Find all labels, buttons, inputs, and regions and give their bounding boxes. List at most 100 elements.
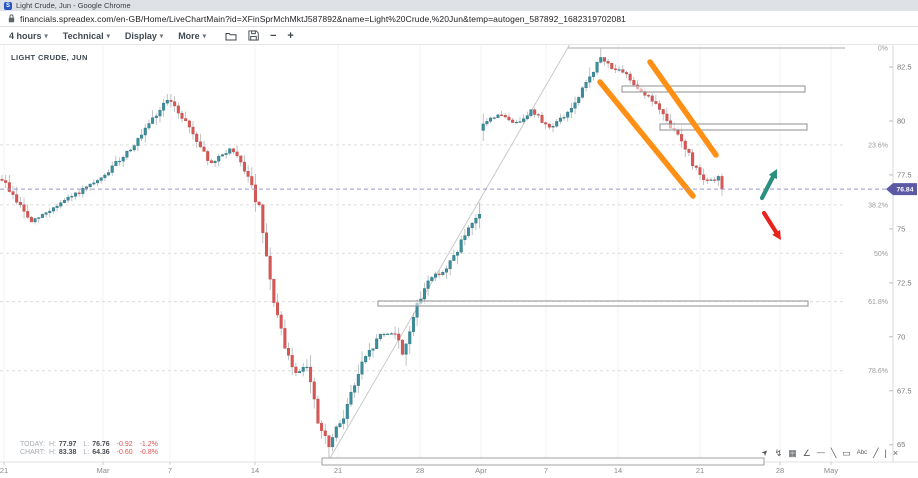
candle-body xyxy=(228,148,232,154)
candle-body xyxy=(665,113,669,121)
arrow-annotations[interactable] xyxy=(759,169,781,240)
candle-body xyxy=(430,277,434,282)
text-icon[interactable]: Abc xyxy=(856,449,868,456)
candle-body xyxy=(529,109,533,116)
candle-body xyxy=(239,155,243,163)
open-chart-icon[interactable] xyxy=(225,31,237,41)
candle-body xyxy=(184,118,188,122)
ray-icon[interactable]: ╱ xyxy=(873,447,879,458)
time-tick-label: 21 xyxy=(696,466,704,475)
candle-body xyxy=(467,227,471,236)
candle-body xyxy=(213,161,217,163)
channel-lines[interactable] xyxy=(597,59,719,199)
candle-body xyxy=(103,174,107,178)
candle-body xyxy=(584,81,588,88)
menu-technical[interactable]: Technical ▾ xyxy=(63,31,110,41)
candle-body xyxy=(492,117,496,119)
candle-body xyxy=(334,426,338,438)
candle-body xyxy=(558,117,562,122)
supply-zones[interactable] xyxy=(377,85,809,307)
candle-body xyxy=(217,155,221,162)
url-text: financials.spreadex.com/en-GB/Home/LiveC… xyxy=(20,13,626,24)
pointer-icon[interactable]: ➤ xyxy=(759,446,771,458)
candle-body xyxy=(496,114,500,118)
channel-line[interactable] xyxy=(647,59,719,158)
browser-url-bar[interactable]: financials.spreadex.com/en-GB/Home/LiveC… xyxy=(0,11,918,27)
candle-body xyxy=(345,404,349,419)
fib-label: 61.8% xyxy=(868,299,888,306)
candle-body xyxy=(610,63,614,70)
chart-area[interactable]: 0% 23.6% 38.2% 50% 61.8% 78.6% 21 Mar 7 14 21 28 Apr… xyxy=(0,45,918,478)
price-tick-label: 65 xyxy=(897,440,905,449)
candle-body xyxy=(198,141,202,148)
candle-body xyxy=(661,109,665,115)
chevron-down-icon: ▾ xyxy=(44,32,48,40)
chevron-down-icon: ▾ xyxy=(202,32,206,40)
candle-body xyxy=(312,381,316,400)
candle-body xyxy=(577,97,581,103)
candle-body xyxy=(408,331,412,345)
candle-body xyxy=(716,176,720,181)
horizontal-line-icon[interactable]: — xyxy=(816,447,825,457)
zoom-in-icon[interactable]: + xyxy=(287,29,294,42)
trendline-icon[interactable]: ╲ xyxy=(830,447,837,458)
candle-body xyxy=(691,152,695,167)
candle-body xyxy=(298,371,302,373)
save-chart-icon[interactable] xyxy=(248,30,259,41)
fibonacci-levels[interactable]: 0% 23.6% 38.2% 50% 61.8% 78.6% xyxy=(0,46,888,376)
candle-body xyxy=(220,154,224,157)
candle-body xyxy=(276,302,280,316)
candle-body xyxy=(158,110,162,117)
candle-body xyxy=(518,121,522,123)
zone-rectangle[interactable] xyxy=(621,85,806,93)
candle-body xyxy=(191,126,195,135)
candle-body xyxy=(18,202,22,205)
candle-body xyxy=(125,150,129,158)
candle-body xyxy=(209,160,213,163)
candle-body xyxy=(132,145,136,151)
candle-body xyxy=(349,392,353,405)
channel-icon[interactable]: ∠ xyxy=(802,447,811,458)
menu-label: Technical xyxy=(62,30,104,41)
zone-rectangle[interactable] xyxy=(377,300,809,307)
candle-body xyxy=(268,255,272,280)
candle-body xyxy=(459,239,463,253)
vertical-line-icon[interactable]: | xyxy=(884,447,887,458)
down-arrow[interactable] xyxy=(761,210,781,240)
zoom-out-icon[interactable]: − xyxy=(269,29,277,42)
chevron-down-icon: ▾ xyxy=(159,32,164,40)
candle-body xyxy=(551,126,555,128)
candle-body xyxy=(650,95,654,102)
trend-line[interactable] xyxy=(328,45,570,461)
candle-body xyxy=(15,194,19,203)
delete-icon[interactable]: × xyxy=(892,447,899,458)
candlestick-chart[interactable]: 0% 23.6% 38.2% 50% 61.8% 78.6% 21 Mar 7 14 21 28 Apr… xyxy=(0,45,918,478)
candle-body xyxy=(683,140,687,150)
fib-label: 78.6% xyxy=(868,368,888,375)
menu-interval[interactable]: 4 hours ▾ xyxy=(9,31,48,41)
candle-body xyxy=(375,338,379,349)
fib-label: 23.6% xyxy=(868,142,888,149)
chart-scrollbar[interactable] xyxy=(321,457,765,466)
menu-display[interactable]: Display ▾ xyxy=(125,31,163,41)
rectangle-icon[interactable]: ▭ xyxy=(842,447,851,458)
candle-body xyxy=(474,217,478,224)
channel-line[interactable] xyxy=(597,79,696,199)
candle-body xyxy=(353,385,357,393)
candle-body xyxy=(22,204,26,212)
candle-body xyxy=(202,146,206,152)
menu-more[interactable]: More ▾ xyxy=(178,31,206,41)
today-change-pct: -1.2% xyxy=(139,441,158,448)
fib-grid-icon[interactable]: ▦ xyxy=(788,447,797,458)
candle-body xyxy=(555,121,559,127)
candle-body xyxy=(602,57,606,62)
price-tick-label: 75 xyxy=(897,224,905,233)
up-arrow[interactable] xyxy=(759,169,777,201)
zone-rectangle[interactable] xyxy=(659,123,808,131)
zigzag-icon[interactable]: ↯ xyxy=(774,447,783,458)
candle-body xyxy=(713,179,717,181)
candle-body xyxy=(316,398,320,424)
time-tick-label: Apr xyxy=(475,466,487,475)
candle-body xyxy=(235,151,239,157)
lock-icon xyxy=(8,14,15,23)
